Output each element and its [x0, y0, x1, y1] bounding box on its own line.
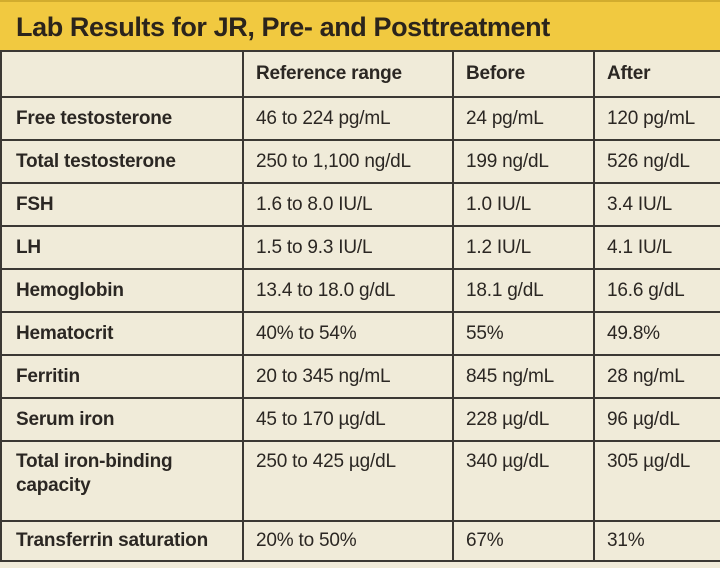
table-row-total-testosterone: Total testosterone 250 to 1,100 ng/dL 19…	[0, 139, 720, 184]
table-row-ferritin: Ferritin 20 to 345 ng/mL 845 ng/mL 28 ng…	[0, 354, 720, 399]
table-row-fsh: FSH 1.6 to 8.0 IU/L 1.0 IU/L 3.4 IU/L	[0, 182, 720, 227]
reference-range-cell: 40% to 54%	[242, 311, 454, 356]
after-cell: 49.8%	[593, 311, 720, 356]
reference-range-cell: 45 to 170 µg/dL	[242, 397, 454, 442]
after-cell: 28 ng/mL	[593, 354, 720, 399]
column-header-parameter	[0, 50, 244, 98]
row-label: Ferritin	[0, 354, 244, 399]
table-row-total-iron-binding-capacity: Total iron-binding capacity 250 to 425 µ…	[0, 440, 720, 522]
reference-range-cell: 20 to 345 ng/mL	[242, 354, 454, 399]
column-header-reference-range: Reference range	[242, 50, 454, 98]
reference-range-cell: 46 to 224 pg/mL	[242, 96, 454, 141]
header-row: Reference range Before After	[0, 50, 720, 98]
lab-results-table: Reference range Before After Free testos…	[0, 50, 720, 562]
after-cell: 4.1 IU/L	[593, 225, 720, 270]
after-cell: 31%	[593, 520, 720, 562]
before-cell: 24 pg/mL	[452, 96, 595, 141]
before-cell: 199 ng/dL	[452, 139, 595, 184]
table-row-lh: LH 1.5 to 9.3 IU/L 1.2 IU/L 4.1 IU/L	[0, 225, 720, 270]
after-cell: 96 µg/dL	[593, 397, 720, 442]
row-label: Serum iron	[0, 397, 244, 442]
after-cell: 3.4 IU/L	[593, 182, 720, 227]
table-row-hemoglobin: Hemoglobin 13.4 to 18.0 g/dL 18.1 g/dL 1…	[0, 268, 720, 313]
column-header-after: After	[593, 50, 720, 98]
row-label: FSH	[0, 182, 244, 227]
after-cell: 526 ng/dL	[593, 139, 720, 184]
after-cell: 16.6 g/dL	[593, 268, 720, 313]
before-cell: 1.0 IU/L	[452, 182, 595, 227]
table-row-free-testosterone: Free testosterone 46 to 224 pg/mL 24 pg/…	[0, 96, 720, 141]
before-cell: 55%	[452, 311, 595, 356]
reference-range-cell: 13.4 to 18.0 g/dL	[242, 268, 454, 313]
page-title: Lab Results for JR, Pre- and Posttreatme…	[16, 11, 550, 42]
before-cell: 67%	[452, 520, 595, 562]
table-row-serum-iron: Serum iron 45 to 170 µg/dL 228 µg/dL 96 …	[0, 397, 720, 442]
reference-range-cell: 1.5 to 9.3 IU/L	[242, 225, 454, 270]
row-label: Hematocrit	[0, 311, 244, 356]
row-label: Total testosterone	[0, 139, 244, 184]
row-label: Hemoglobin	[0, 268, 244, 313]
before-cell: 1.2 IU/L	[452, 225, 595, 270]
after-cell: 305 µg/dL	[593, 440, 720, 522]
after-cell: 120 pg/mL	[593, 96, 720, 141]
table-body: Free testosterone 46 to 224 pg/mL 24 pg/…	[0, 96, 720, 562]
table-header: Reference range Before After	[0, 50, 720, 98]
reference-range-cell: 250 to 1,100 ng/dL	[242, 139, 454, 184]
table-row-hematocrit: Hematocrit 40% to 54% 55% 49.8%	[0, 311, 720, 356]
before-cell: 845 ng/mL	[452, 354, 595, 399]
before-cell: 340 µg/dL	[452, 440, 595, 522]
before-cell: 228 µg/dL	[452, 397, 595, 442]
column-header-before: Before	[452, 50, 595, 98]
reference-range-cell: 20% to 50%	[242, 520, 454, 562]
row-label: Free testosterone	[0, 96, 244, 141]
row-label: Total iron-binding capacity	[0, 440, 244, 522]
before-cell: 18.1 g/dL	[452, 268, 595, 313]
row-label: Transferrin saturation	[0, 520, 244, 562]
table-row-transferrin-saturation: Transferrin saturation 20% to 50% 67% 31…	[0, 520, 720, 562]
row-label: LH	[0, 225, 244, 270]
title-bar: Lab Results for JR, Pre- and Posttreatme…	[0, 0, 720, 50]
reference-range-cell: 250 to 425 µg/dL	[242, 440, 454, 522]
reference-range-cell: 1.6 to 8.0 IU/L	[242, 182, 454, 227]
